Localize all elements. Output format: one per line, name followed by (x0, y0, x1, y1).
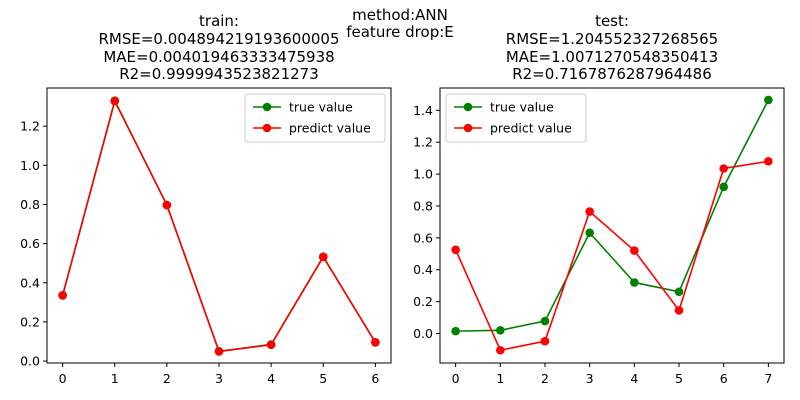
train-predict-value-point-5 (318, 252, 328, 262)
test-true-value-point-7 (764, 95, 773, 105)
train-xtick-label-5: 5 (319, 371, 327, 386)
test-predict-value-point-7 (764, 157, 773, 166)
test-predict-value-line (454, 160, 769, 352)
test-ytick-label-3: 0.6 (413, 230, 433, 245)
train-ytick-label-1: 0.2 (20, 314, 40, 329)
test-legend-true-value-label: true value (490, 100, 554, 115)
test-legend-predict-value-label: predict value (490, 121, 572, 136)
test-xtick-label-7: 7 (764, 371, 772, 386)
test-xtick-label-6: 6 (720, 371, 728, 386)
test-true-value-point-1 (496, 326, 505, 335)
test-ytick-label-4: 0.8 (413, 198, 433, 213)
test-legend-true-value-swatch-marker (463, 102, 473, 112)
train-legend-true-value-label: true value (289, 100, 353, 115)
test-true-value-point-4 (630, 278, 639, 287)
test-ytick-label-6: 1.2 (413, 135, 433, 150)
test-title-rmse: RMSE=1.204552327268565 (506, 30, 718, 48)
test-true-value-line (455, 99, 770, 332)
train-predict-value-point-3 (214, 347, 224, 356)
train-xtick-label-3: 3 (215, 371, 223, 386)
train-ytick-label-6: 1.2 (20, 119, 40, 134)
train-ytick-label-3: 0.6 (20, 236, 40, 251)
test-true-value-point-0 (451, 326, 460, 336)
train-xtick-label-0: 0 (59, 371, 67, 386)
test-legend-predict-value-swatch-marker (463, 123, 473, 133)
test-xtick-label-3: 3 (586, 371, 594, 386)
train-xtick-label-6: 6 (371, 371, 379, 386)
test-predict-value-point-0 (451, 245, 460, 255)
train-ytick-label-4: 0.8 (20, 197, 40, 212)
test-predict-value-point-2 (540, 336, 550, 346)
train-legend-true-value-swatch-marker (262, 102, 272, 112)
test-xtick-label-0: 0 (452, 371, 460, 386)
test-ytick-label-1: 0.2 (413, 294, 433, 309)
test-xtick-label-2: 2 (541, 371, 549, 386)
train-predict-value-point-1 (110, 96, 120, 106)
test-title-r2: R2=0.7167876287964486 (512, 65, 712, 83)
test-predict-value-point-1 (496, 345, 505, 355)
train-predict-value-point-6 (371, 337, 380, 347)
train-title-r2: R2=0.9999943523821273 (119, 65, 319, 83)
test-axes-frame (439, 87, 785, 364)
test-predict-value-point-5 (674, 306, 684, 315)
train-chart: train: RMSE=0.004894219193600005 MAE=0.0… (20, 12, 392, 386)
test-legend: true value predict value (445, 93, 587, 143)
train-title-mae: MAE=0.004019463333475938 (103, 48, 334, 66)
train-ytick-label-0: 0.0 (20, 354, 40, 369)
test-true-value-point-6 (719, 182, 728, 192)
test-xtick-label-5: 5 (675, 371, 683, 386)
test-true-value-point-5 (674, 287, 684, 297)
test-true-value-point-3 (585, 228, 594, 238)
train-ytick-label-2: 0.4 (20, 275, 40, 290)
train-xtick-label-2: 2 (163, 371, 171, 386)
test-predict-value-point-4 (630, 246, 639, 255)
test-xtick-label-1: 1 (496, 371, 504, 386)
test-xtick-label-4: 4 (630, 371, 638, 386)
test-title-mae: MAE=1.0071270548350413 (506, 48, 718, 66)
train-legend-box (244, 93, 386, 143)
test-ytick-label-5: 1.0 (413, 167, 433, 182)
test-ytick-label-7: 1.4 (413, 103, 433, 118)
test-legend-box (445, 93, 587, 143)
test-title-line-1: test: (595, 12, 629, 30)
test-ytick-label-0: 0.0 (413, 326, 433, 341)
train-legend-predict-value-label: predict value (289, 121, 371, 136)
test-ytick-label-2: 0.4 (413, 262, 433, 277)
train-xtick-label-1: 1 (111, 371, 119, 386)
train-title-rmse: RMSE=0.004894219193600005 (98, 30, 339, 48)
train-ytick-label-5: 1.0 (20, 158, 40, 173)
train-predict-value-point-4 (266, 340, 276, 350)
test-predict-value-point-6 (719, 164, 728, 173)
test-predict-value-point-3 (585, 207, 594, 216)
train-xtick-label-4: 4 (267, 371, 275, 386)
train-title-line-1: train: (199, 12, 239, 30)
figure-suptitle-line-1: method:ANN (352, 6, 448, 24)
train-predict-value-point-2 (162, 200, 172, 210)
test-true-value-point-2 (540, 316, 550, 326)
train-predict-value-point-0 (58, 290, 67, 300)
train-legend: true value predict value (244, 93, 386, 143)
figure-suptitle-line-2: feature drop:E (346, 23, 454, 41)
train-legend-predict-value-swatch-marker (262, 123, 272, 133)
test-chart: test: RMSE=1.204552327268565 MAE=1.00712… (413, 12, 785, 386)
